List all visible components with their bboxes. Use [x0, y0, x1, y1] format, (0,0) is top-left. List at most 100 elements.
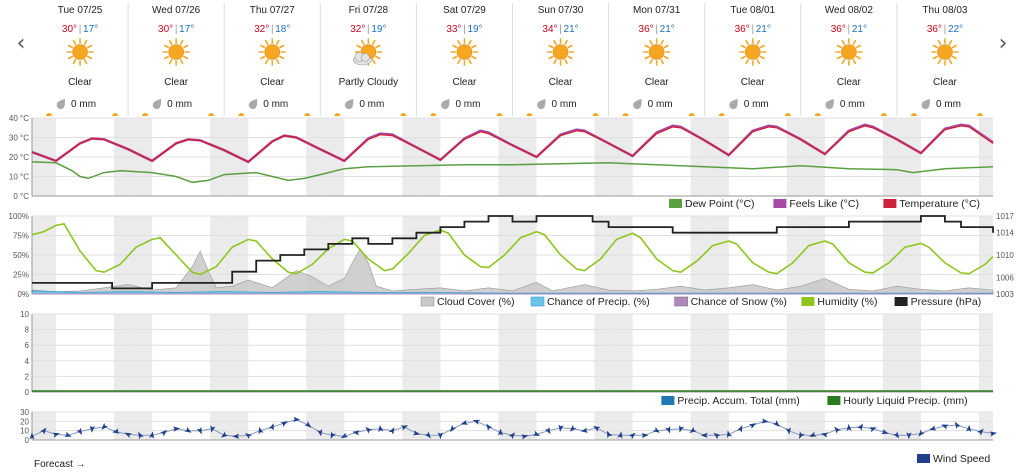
- sun-ray: [759, 44, 765, 49]
- wind-arrow-marker: [893, 431, 900, 439]
- sun-ray: [67, 55, 74, 60]
- sun-disc: [264, 44, 281, 60]
- wind-arrow-shape: [101, 422, 109, 430]
- sunrise-icon: [142, 113, 149, 116]
- wind-arrow-shape: [798, 431, 805, 439]
- wind-arrow-shape: [761, 418, 769, 424]
- wind-arrow-shape: [652, 426, 660, 433]
- sun-ray: [279, 44, 285, 49]
- day-low-temp: 19°: [371, 24, 386, 35]
- wind-arrow-marker: [700, 432, 708, 439]
- day-temp-separator: |: [655, 24, 658, 35]
- day-temp-separator: |: [79, 24, 82, 35]
- sun-ray: [852, 58, 857, 65]
- wind-arrow-marker: [424, 431, 431, 439]
- sun-ray: [644, 55, 650, 60]
- raindrop-shape: [56, 98, 65, 109]
- next-arrow[interactable]: ›: [998, 31, 1008, 56]
- wind-arrow-marker: [244, 432, 253, 440]
- night-band: [896, 314, 921, 392]
- wind-speed-legend-swatch: [917, 454, 930, 463]
- sun-ray: [457, 58, 461, 65]
- wind-arrow-marker: [544, 426, 551, 435]
- sun-icon: [931, 38, 959, 66]
- sun-ray: [548, 55, 554, 60]
- wind-arrow-shape: [486, 423, 493, 431]
- day-precip: 0 mm: [455, 99, 480, 110]
- sunset-icon: [592, 113, 599, 116]
- night-band: [32, 314, 57, 392]
- sun-icon: [450, 38, 479, 66]
- sun-ray: [841, 58, 846, 65]
- sun-ray: [87, 55, 93, 60]
- day-temp-separator: |: [175, 24, 178, 35]
- sun-ray: [548, 44, 554, 49]
- wind-arrow-shape: [977, 428, 984, 436]
- wind-arrow-shape: [726, 430, 732, 438]
- raindrop-shape: [825, 98, 834, 109]
- day-precip: 0 mm: [71, 99, 96, 110]
- wind-arrow-shape: [869, 427, 877, 433]
- wind-arrow-marker: [606, 430, 613, 439]
- wind-arrow-shape: [906, 432, 912, 440]
- wind-arrow-shape: [424, 431, 431, 439]
- sun-ray: [660, 39, 664, 46]
- day-high-temp: 36°: [735, 24, 750, 35]
- wind-arrow-marker: [112, 428, 120, 434]
- pressure-tick-label: 1003: [996, 290, 1014, 299]
- wind-arrow-shape: [665, 426, 671, 434]
- sun-ray: [852, 39, 857, 46]
- precip-tick-label: 4: [25, 357, 30, 366]
- cond-tick-label: 100%: [9, 212, 29, 221]
- day-temp-separator: |: [848, 24, 851, 35]
- wind-arrow-marker: [196, 426, 202, 435]
- wind-arrow-shape: [918, 429, 925, 437]
- wind-arrow-marker: [400, 425, 409, 431]
- night-band: [210, 412, 225, 440]
- day-precip: 0 mm: [167, 99, 192, 110]
- raindrop-icon: [729, 98, 738, 109]
- wind-arrow-shape: [834, 426, 841, 434]
- sun-ray: [264, 58, 269, 65]
- day-high-temp: 36°: [831, 24, 846, 35]
- wind-tick-label: 10: [20, 427, 29, 436]
- day-temp-separator: |: [751, 24, 754, 35]
- sun-ray: [740, 44, 746, 49]
- sun-disc: [552, 44, 569, 60]
- wind-arrow-shape: [340, 432, 349, 439]
- night-band: [882, 314, 897, 392]
- sun-ray: [375, 55, 381, 60]
- precip-total-legend-swatch: [661, 396, 675, 405]
- wind-tick-label: 30: [20, 408, 29, 417]
- humidity-legend-label: Humidity (%): [817, 296, 877, 308]
- wind-arrow-shape: [809, 431, 817, 437]
- precip-tick-label: 6: [25, 341, 30, 350]
- night-band: [882, 412, 897, 440]
- sunset-icon: [400, 113, 407, 116]
- night-band: [402, 314, 417, 392]
- day-condition: Clear: [68, 77, 93, 88]
- day-low-temp: 17°: [179, 24, 194, 35]
- forecast-link[interactable]: Forecast →: [34, 459, 86, 470]
- wind-arrow-shape: [941, 424, 949, 430]
- night-band: [32, 412, 57, 440]
- wind-arrow-shape: [881, 429, 889, 435]
- day-precip: 0 mm: [263, 99, 288, 110]
- wind-arrow-marker: [472, 419, 481, 425]
- prev-arrow[interactable]: ‹: [16, 31, 26, 56]
- sun-ray: [937, 58, 942, 65]
- sun-ray: [83, 39, 88, 46]
- day-temp-separator: |: [271, 24, 274, 35]
- wind-arrow-shape: [64, 431, 72, 437]
- precip-total-legend-label: Precip. Accum. Total (mm): [677, 395, 799, 407]
- wind-arrow-shape: [785, 427, 791, 435]
- night-band: [498, 314, 513, 392]
- wind-arrow-marker: [737, 425, 743, 433]
- night-band: [114, 314, 129, 392]
- wind-arrow-marker: [460, 419, 469, 425]
- sun-ray: [183, 44, 189, 49]
- wind-arrow-shape: [497, 428, 503, 436]
- wind-arrow-shape: [713, 432, 721, 440]
- wind-arrow-marker: [304, 421, 312, 428]
- wind-arrow-marker: [652, 426, 660, 433]
